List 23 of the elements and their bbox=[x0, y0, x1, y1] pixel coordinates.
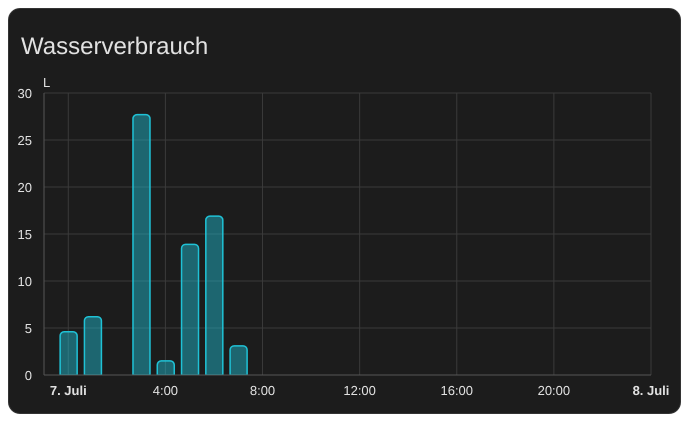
bar bbox=[132, 114, 151, 375]
x-tick-label: 16:00 bbox=[440, 383, 474, 398]
y-tick-label: 15 bbox=[18, 227, 32, 242]
x-tick-label: 12:00 bbox=[343, 383, 376, 398]
y-tick-label: 0 bbox=[24, 368, 32, 383]
x-tick-label: 4:00 bbox=[152, 383, 178, 398]
y-tick-label: 20 bbox=[18, 180, 32, 195]
x-tick-label: 8. Juli bbox=[632, 383, 670, 398]
chart-title: Wasserverbrauch bbox=[21, 33, 208, 61]
bar bbox=[180, 244, 200, 375]
y-tick-label: 10 bbox=[18, 274, 32, 289]
bar bbox=[205, 215, 224, 375]
y-tick-label: 25 bbox=[18, 133, 32, 148]
y-axis-title: L bbox=[43, 75, 50, 90]
x-tick-label: 20:00 bbox=[538, 383, 570, 398]
x-tick-label: 8:00 bbox=[250, 383, 276, 398]
bar bbox=[59, 331, 78, 375]
x-tick-label: 7. Juli bbox=[50, 383, 87, 398]
bar bbox=[84, 316, 102, 375]
bar bbox=[229, 345, 248, 375]
bar bbox=[156, 360, 176, 375]
y-tick-label: 30 bbox=[18, 86, 32, 101]
y-tick-label: 5 bbox=[24, 321, 32, 336]
